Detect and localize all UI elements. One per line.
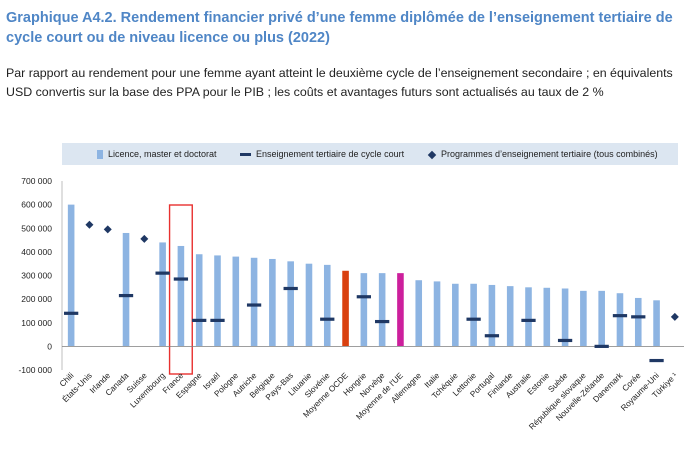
y-tick-label: 500 000: [21, 223, 52, 233]
bar: [433, 281, 441, 347]
chart-legend: Licence, master et doctorat Enseignement…: [62, 143, 678, 165]
short-cycle-marker: [521, 318, 536, 322]
y-tick-label: 100 000: [21, 318, 52, 328]
short-cycle-marker: [649, 358, 664, 363]
legend-label-combined: Programmes d’enseignement tertiaire (tou…: [441, 149, 658, 159]
bar: [232, 256, 240, 347]
legend-item-bachelor: Licence, master et doctorat: [97, 143, 217, 165]
bar: [360, 273, 368, 347]
y-tick-label: 700 000: [21, 176, 52, 186]
short-cycle-marker: [64, 311, 79, 315]
combined-marker: [140, 234, 149, 243]
bar: [177, 245, 185, 347]
y-tick-label: 400 000: [21, 247, 52, 257]
short-cycle-marker: [466, 317, 481, 321]
bar: [580, 290, 587, 347]
combined-marker: [85, 220, 94, 229]
y-tick-label: 600 000: [21, 200, 52, 210]
short-cycle-marker: [118, 293, 134, 298]
short-cycle-marker: [283, 286, 298, 291]
bar: [488, 284, 496, 347]
bar: [634, 297, 642, 347]
legend-label-bachelor: Licence, master et doctorat: [108, 149, 217, 159]
y-tick-label: -100 000: [18, 365, 52, 375]
short-cycle-marker: [612, 314, 628, 318]
bar: [195, 254, 203, 347]
y-tick-label: 200 000: [21, 294, 52, 304]
legend-bar-swatch: [97, 150, 103, 160]
legend-item-short-cycle: Enseignement tertiaire de cycle court: [240, 143, 404, 165]
bar: [214, 255, 221, 347]
bar: [415, 280, 423, 347]
y-tick-label: 300 000: [21, 271, 52, 281]
bar: [342, 270, 349, 347]
bar: [561, 288, 569, 347]
highlight-box: [168, 204, 193, 375]
bar: [305, 263, 313, 347]
bar: [452, 283, 459, 347]
bar: [616, 293, 624, 347]
bar: [323, 264, 331, 347]
short-cycle-marker: [320, 317, 335, 321]
short-cycle-marker: [192, 318, 207, 322]
short-cycle-marker: [375, 319, 390, 324]
bar: [378, 273, 386, 347]
combined-marker: [103, 225, 112, 234]
short-cycle-marker: [155, 271, 170, 275]
short-cycle-marker: [594, 344, 609, 348]
bar: [159, 242, 166, 347]
combined-marker: [670, 312, 679, 321]
short-cycle-marker: [246, 303, 262, 307]
bar: [543, 287, 551, 347]
bar: [598, 290, 605, 347]
legend-item-combined: Programmes d’enseignement tertiaire (tou…: [427, 143, 658, 165]
chart-subtitle: Par rapport au rendement pour une femme …: [6, 66, 673, 99]
bar: [470, 283, 477, 347]
bar: [287, 261, 294, 347]
short-cycle-marker: [173, 277, 189, 281]
legend-label-short-cycle: Enseignement tertiaire de cycle court: [256, 149, 405, 159]
bar: [269, 258, 276, 347]
bar: [67, 204, 75, 347]
short-cycle-marker: [484, 334, 500, 338]
short-cycle-marker: [356, 295, 371, 299]
y-tick-label: 0: [47, 341, 52, 351]
bar: [250, 257, 258, 347]
legend-dash-swatch: [240, 153, 251, 157]
bar: [506, 286, 514, 347]
bar: [122, 232, 130, 347]
bar: [525, 287, 532, 347]
bar: [397, 273, 404, 347]
chart-title: Graphique A4.2. Rendement financier priv…: [6, 10, 673, 46]
short-cycle-marker: [557, 338, 573, 343]
short-cycle-marker: [210, 318, 225, 322]
bar: [653, 300, 660, 347]
short-cycle-marker: [631, 315, 646, 319]
